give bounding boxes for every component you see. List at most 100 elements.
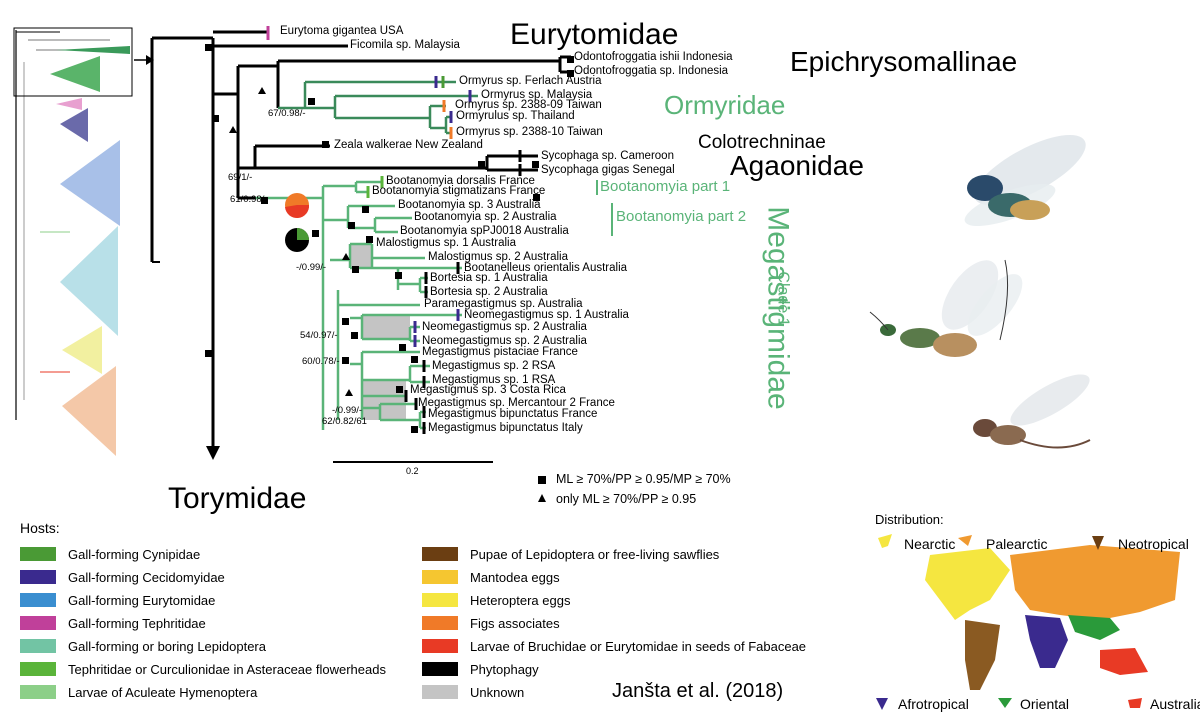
support-value: 60/0.78/- [302, 356, 340, 367]
support-value: -/0.99/- [296, 262, 327, 273]
overview-tree [13, 27, 154, 456]
taxon-label: Sycophaga sp. Cameroon [541, 150, 674, 162]
taxon-label: Paramegastigmus sp. Australia [424, 298, 583, 310]
region-palearctic: Palearctic [986, 536, 1048, 552]
pie-charts [285, 193, 310, 252]
host-color-swatch [422, 685, 458, 699]
host-color-swatch [422, 662, 458, 676]
taxon-label: Ormyrus sp. Ferlach Austria [459, 75, 602, 87]
host-color-swatch [422, 547, 458, 561]
host-label: Gall-forming Eurytomidae [68, 592, 216, 608]
taxon-label: Megastigmus bipunctatus France [428, 408, 598, 420]
host-label: Phytophagy [470, 661, 539, 677]
region-australian: Australian [1150, 696, 1200, 712]
host-color-swatch [422, 570, 458, 584]
label-ormyridae: Ormyridae [664, 90, 786, 120]
taxon-label: Bootanomyia dorsalis France [386, 175, 535, 187]
host-legend-item: Heteroptera eggs [422, 591, 570, 609]
host-label: Unknown [470, 684, 525, 700]
host-color-swatch [422, 639, 458, 653]
host-color-swatch [20, 570, 56, 584]
host-label: Tephritidae or Curculionidae in Asterace… [68, 661, 386, 677]
support-squares [205, 44, 574, 484]
host-legend-item: Tephritidae or Curculionidae in Asterace… [20, 660, 386, 678]
citation: Janšta et al. (2018) [612, 680, 784, 702]
taxon-label: Neomegastigmus sp. 1 Australia [464, 309, 629, 321]
taxon-label: Bootanelleus orientalis Australia [464, 262, 628, 274]
host-color-swatch [422, 616, 458, 630]
host-color-swatch [20, 593, 56, 607]
region-afrotropical: Afrotropical [898, 696, 969, 712]
host-legend-item: Gall-forming Cynipidae [20, 545, 200, 563]
host-legend-item: Phytophagy [422, 660, 539, 678]
wasp-image-2 [869, 259, 1023, 357]
taxon-label: Malostigmus sp. 2 Australia [428, 251, 568, 263]
support-value: 69/1/- [228, 172, 253, 183]
megastigmidae-shading [350, 244, 410, 420]
support-value: 67/0.98/- [268, 108, 306, 119]
hosts-title: Hosts: [20, 520, 60, 536]
taxon-label: Bootanomyia sp. 2 Australia [414, 211, 557, 223]
taxon-label: Ormyrus sp. Malaysia [481, 89, 593, 101]
taxon-label: Sycophaga gigas Senegal [541, 164, 675, 176]
taxon-label: Ormyrus sp. 2388-10 Taiwan [456, 126, 603, 138]
taxon-label: Bortesia sp. 2 Australia [430, 286, 548, 298]
region-oriental: Oriental [1020, 696, 1070, 712]
taxon-label: Malostigmus sp. 1 Australia [376, 237, 516, 249]
host-color-swatch [20, 547, 56, 561]
taxon-label: Neomegastigmus sp. 2 Australia [422, 335, 587, 347]
taxon-label: Odontofroggatia sp. Indonesia [574, 65, 729, 77]
label-eurytomidae: Eurytomidae [510, 18, 679, 51]
taxon-label: Ficomila sp. Malaysia [350, 39, 460, 51]
host-color-swatch [422, 593, 458, 607]
taxon-label: Bootanomyia sp. 3 Australia [398, 199, 541, 211]
scale-label: 0.2 [406, 466, 419, 476]
taxon-label: Megastigmus pistaciae France [422, 346, 578, 358]
region-neotropical: Neotropical [1118, 536, 1189, 552]
taxon-label: Megastigmus bipunctatus Italy [428, 422, 583, 434]
legend-square-text: ML ≥ 70%/PP ≥ 0.95/MP ≥ 70% [556, 472, 731, 486]
torymidae-arrow [206, 446, 220, 460]
taxon-label: Bootanomyia spPJ0018 Australia [400, 225, 569, 237]
host-label: Gall-forming or boring Lepidoptera [68, 638, 266, 654]
host-label: Gall-forming Cecidomyidae [68, 569, 225, 585]
taxon-label: Megastigmus sp. 2 RSA [432, 360, 556, 372]
host-legend-item: Gall-forming Eurytomidae [20, 591, 215, 609]
taxon-label: Ormyrus sp. 2388-09 Taiwan [455, 99, 602, 111]
host-color-swatch [20, 662, 56, 676]
label-agaonidae: Agaonidae [730, 150, 864, 181]
support-value: 54/0.97/- [300, 330, 338, 341]
host-label: Larvae of Bruchidae or Eurytomidae in se… [470, 638, 807, 654]
taxon-label: Ormyrulus sp. Thailand [456, 110, 575, 122]
taxon-label: Neomegastigmus sp. 2 Australia [422, 321, 587, 333]
taxon-label: Megastigmus sp. 1 RSA [432, 374, 556, 386]
support-triangles [229, 87, 546, 502]
region-nearctic: Nearctic [904, 536, 956, 552]
taxon-label: Eurytoma gigantea USA [280, 25, 404, 37]
host-legend-item: Gall-forming or boring Lepidoptera [20, 637, 266, 655]
distribution-icons [876, 534, 1142, 710]
host-color-swatch [20, 685, 56, 699]
host-color-swatch [20, 639, 56, 653]
support-value: 62/0.82/61 [322, 416, 367, 427]
host-legend-item: Figs associates [422, 614, 560, 632]
taxon-label: Odontofroggatia ishii Indonesia [574, 51, 733, 63]
host-color-swatch [20, 616, 56, 630]
wasp-image-1 [964, 135, 1086, 227]
host-legend-item: Larvae of Aculeate Hymenoptera [20, 683, 257, 701]
label-colotrechninae: Colotrechninae [698, 132, 826, 153]
host-legend-item: Gall-forming Cecidomyidae [20, 568, 225, 586]
host-label: Heteroptera eggs [470, 592, 571, 608]
taxon-label: Megastigmus sp. Mercantour 2 France [418, 397, 615, 409]
host-label: Larvae of Aculeate Hymenoptera [68, 684, 258, 700]
host-label: Figs associates [470, 615, 560, 631]
megastigmidae-branches [255, 180, 462, 430]
label-epichrysomallinae: Epichrysomallinae [790, 46, 1018, 77]
taxon-label: Megastigmus sp. 3 Costa Rica [410, 384, 566, 396]
wasp-image-3 [973, 374, 1091, 449]
support-value: -/0.99/- [332, 405, 363, 416]
host-legend-item: Pupae of Lepidoptera or free-living sawf… [422, 545, 719, 563]
host-label: Gall-forming Cynipidae [68, 546, 201, 562]
host-legend-item: Mantodea eggs [422, 568, 560, 586]
